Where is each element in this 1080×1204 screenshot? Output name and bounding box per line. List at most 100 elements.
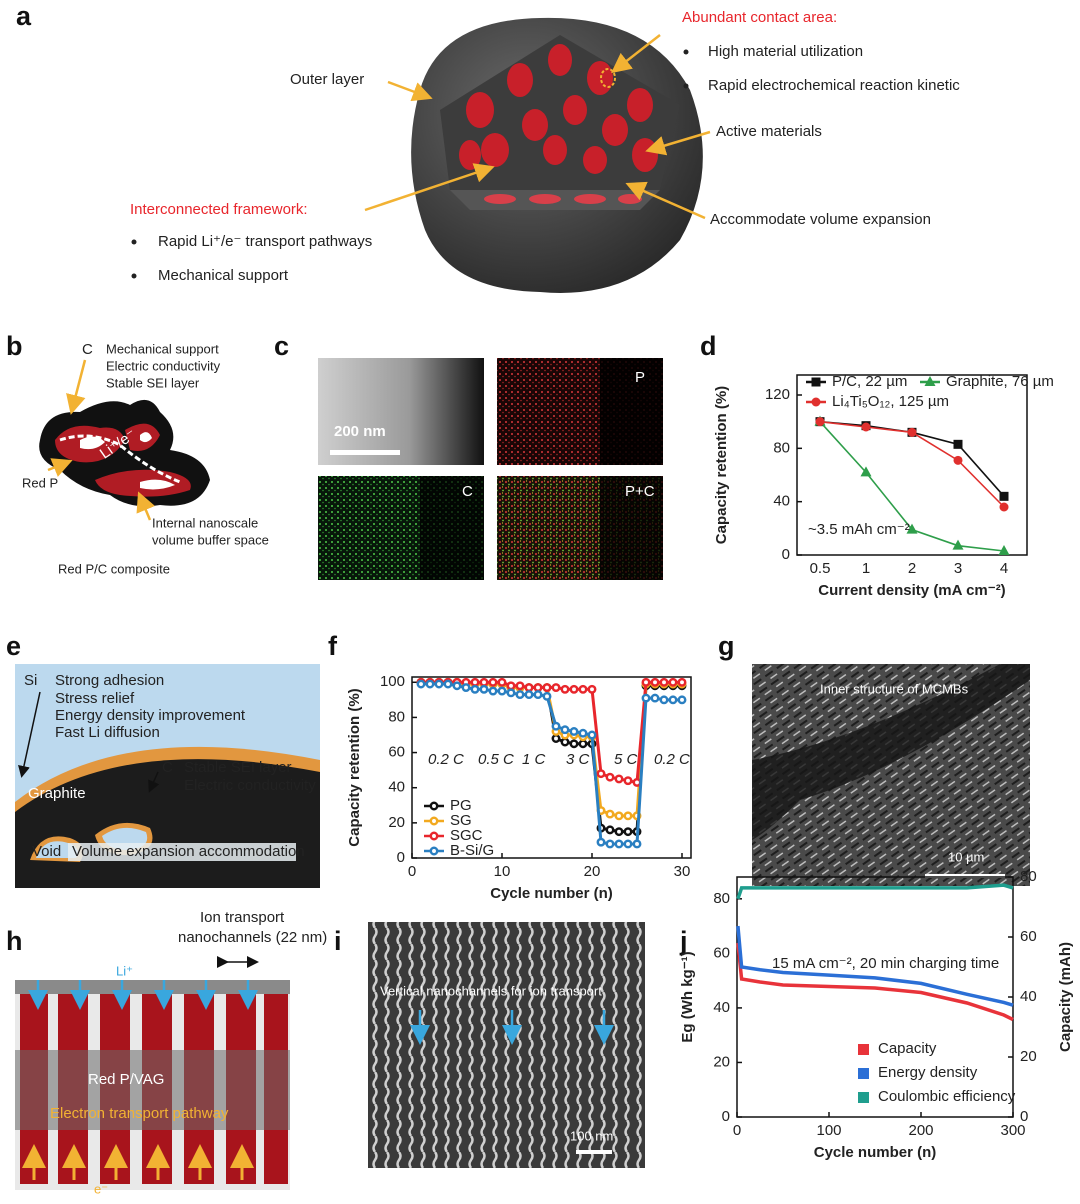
y-tick-label: 20	[713, 1053, 730, 1070]
marker	[677, 677, 687, 687]
marker	[999, 491, 1009, 501]
bullet	[131, 273, 137, 279]
marker	[416, 679, 426, 689]
legend-marker	[429, 816, 439, 826]
marker	[560, 725, 570, 735]
marker	[470, 684, 480, 694]
legend-marker	[811, 377, 821, 387]
marker	[452, 681, 462, 691]
marker	[605, 772, 615, 782]
annotation: Outer layer	[290, 71, 364, 88]
annotation: 0.2 C	[654, 751, 690, 768]
marker	[488, 677, 498, 687]
plot-frame	[411, 676, 692, 859]
y-tick-label: 0	[397, 849, 405, 866]
y2-tick-label: 40	[1020, 988, 1037, 1005]
caption: Vertical nanochannels for ion transport	[380, 983, 602, 998]
label: Stable SEI layer	[106, 375, 200, 390]
series-line	[736, 942, 1014, 1022]
marker	[641, 693, 651, 703]
legend-marker	[429, 801, 439, 811]
label: C	[82, 341, 93, 358]
marker	[506, 688, 516, 698]
x-tick-label: 3	[954, 560, 962, 577]
y-tick-label: 80	[713, 890, 730, 907]
overlay-band	[15, 1050, 290, 1130]
marker	[953, 439, 963, 449]
list-item: High material utilization	[708, 43, 863, 60]
label: Energy density improvement	[55, 707, 246, 724]
x-tick-label: 0.5	[810, 560, 831, 577]
x-tick-label: 20	[584, 863, 601, 880]
arrow	[18, 691, 41, 778]
annotation: 5 C	[614, 751, 638, 768]
bullet	[683, 83, 689, 89]
panel-label: j	[679, 926, 688, 956]
y2-tick-label: 60	[1020, 928, 1037, 945]
sem-crack	[752, 664, 1030, 840]
marker	[542, 691, 552, 701]
callout-arrows	[364, 34, 711, 220]
marker	[461, 683, 471, 692]
legend-label: B-Si/G	[450, 842, 494, 859]
marker	[524, 690, 534, 700]
scale-label: 200 nm	[334, 423, 386, 440]
map-label: P	[635, 369, 645, 386]
legend-label: SG	[450, 812, 472, 829]
y-tick-label: 0	[722, 1108, 730, 1125]
legend-swatch	[858, 1092, 869, 1103]
panel-label: b	[6, 331, 23, 361]
marker	[551, 734, 561, 743]
map-shade	[600, 476, 663, 580]
list-item: Mechanical support	[158, 267, 289, 284]
y-tick-label: 20	[388, 814, 405, 831]
marker	[578, 739, 588, 749]
list-item: Rapid Li⁺/e⁻ transport pathways	[158, 233, 372, 250]
marker	[578, 684, 588, 694]
y-tick-label: 80	[773, 439, 790, 456]
marker	[659, 677, 669, 687]
void	[36, 827, 148, 858]
x-axis-label: Cycle number (n)	[490, 885, 613, 902]
y2-tick-label: 20	[1020, 1048, 1037, 1065]
x-axis-label: Current density (mA cm⁻²)	[818, 582, 1005, 599]
panel-label: a	[16, 1, 32, 31]
marker	[650, 693, 660, 703]
x-tick-label: 30	[674, 863, 691, 880]
marker	[605, 839, 615, 849]
marker	[623, 827, 633, 837]
arrow	[47, 458, 73, 477]
marker	[614, 811, 624, 821]
y-axis-label: Eg (Wh kg⁻¹)	[679, 951, 696, 1042]
bullet	[683, 49, 689, 55]
scale-label: 10 µm	[948, 849, 984, 864]
annotation: 0.2 C	[428, 751, 464, 768]
map-shade	[420, 476, 484, 580]
annotation: Accommodate volume expansion	[710, 211, 931, 228]
marker	[479, 677, 489, 687]
legend-marker	[924, 376, 936, 386]
marker	[497, 677, 507, 687]
scale-bar	[576, 1150, 612, 1154]
label: C	[162, 759, 173, 776]
label: Fast Li diffusion	[55, 724, 160, 741]
panel-label: e	[6, 631, 21, 661]
legend-label: Li₄Ti₅O₁₂, 125 µm	[832, 393, 949, 410]
marker	[587, 684, 597, 694]
y2-axis-label: Capacity (mAh)	[1057, 942, 1074, 1052]
y-tick-label: 100	[380, 673, 405, 690]
y-axis-label: Capacity retention (%)	[346, 688, 363, 846]
marker	[596, 769, 606, 779]
heading: Abundant contact area:	[682, 9, 837, 26]
series-line	[736, 883, 1014, 900]
y-axis-label: Capacity retention (%)	[713, 386, 730, 544]
marker	[998, 545, 1010, 555]
arrow	[136, 491, 155, 521]
panel-label: f	[328, 631, 338, 661]
label: Graphite	[28, 785, 86, 802]
marker	[605, 825, 615, 835]
label: Internal nanoscale	[152, 515, 258, 530]
panel-label: c	[274, 331, 289, 361]
annotation: 1 C	[522, 751, 546, 768]
ion-arrows	[410, 1010, 614, 1045]
